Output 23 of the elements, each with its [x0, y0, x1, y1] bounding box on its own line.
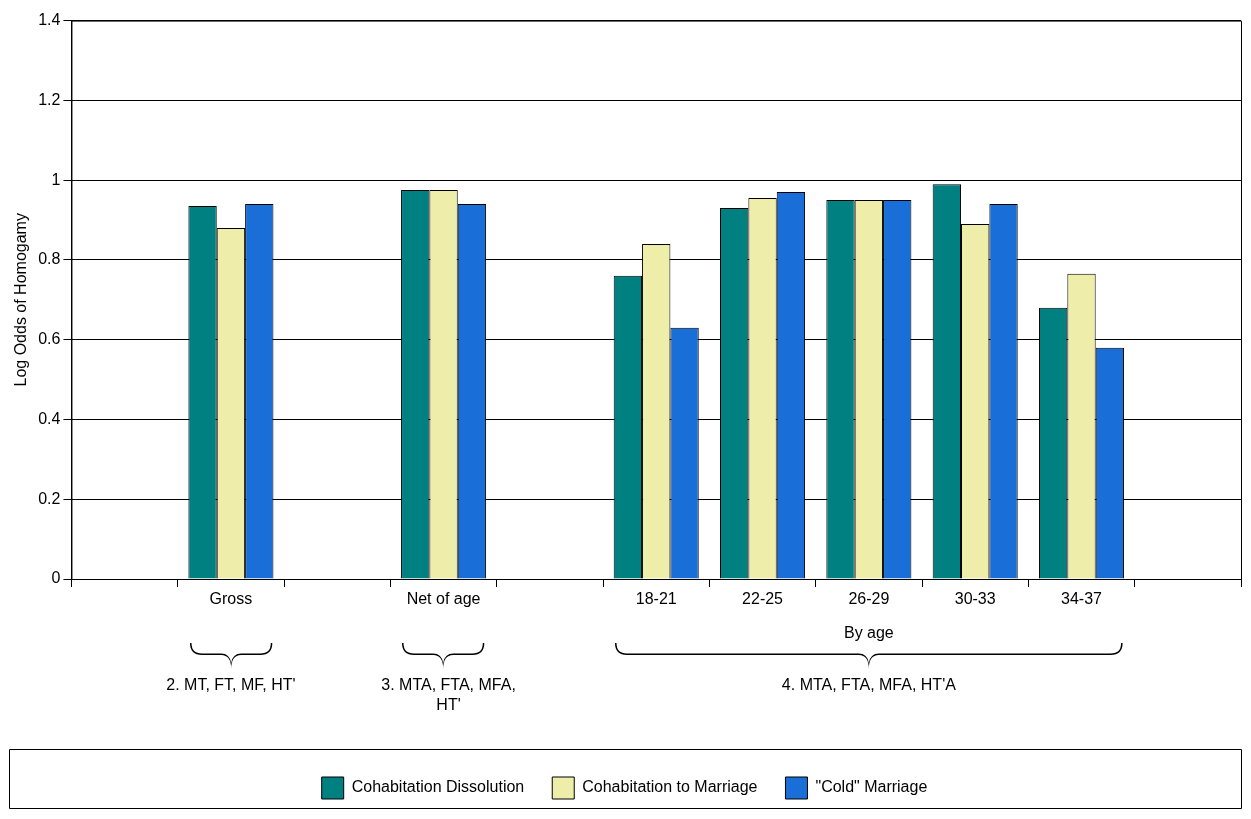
y-tick-label: 0.2 — [38, 489, 61, 507]
y-axis-title: Log Odds of Homogamy — [12, 213, 30, 387]
y-tick-label: 1 — [51, 170, 61, 188]
x-tick-label: 22-25 — [742, 590, 784, 608]
y-tick-label: 1.4 — [38, 11, 61, 29]
legend-label: Cohabitation Dissolution — [351, 778, 525, 796]
x-tick-label: 18-21 — [635, 590, 677, 608]
legend-label: "Cold" Marriage — [815, 778, 928, 796]
legend-label: Cohabitation to Marriage — [582, 778, 758, 796]
text: 3. MTA, FTA, MFA, HT' — [380, 675, 517, 715]
y-tick-label: 0.4 — [38, 409, 61, 427]
x-tick-label: Net of age — [406, 590, 481, 608]
x-tick-label: Gross — [209, 590, 253, 608]
text: 2. MT, FT, MF, HT' — [165, 675, 297, 695]
x-tick-label: 34-37 — [1061, 590, 1103, 608]
y-tick-label: 1.2 — [38, 90, 61, 108]
text: 4. MTA, FTA, MFA, HT'A — [780, 675, 957, 695]
x-tick-label: 30-33 — [954, 590, 996, 608]
y-tick-label: 0 — [51, 569, 61, 587]
y-tick-label: 0.6 — [38, 330, 61, 348]
y-tick-label: 0.8 — [38, 250, 61, 268]
text: By age — [842, 623, 895, 643]
x-tick-label: 26-29 — [848, 590, 890, 608]
